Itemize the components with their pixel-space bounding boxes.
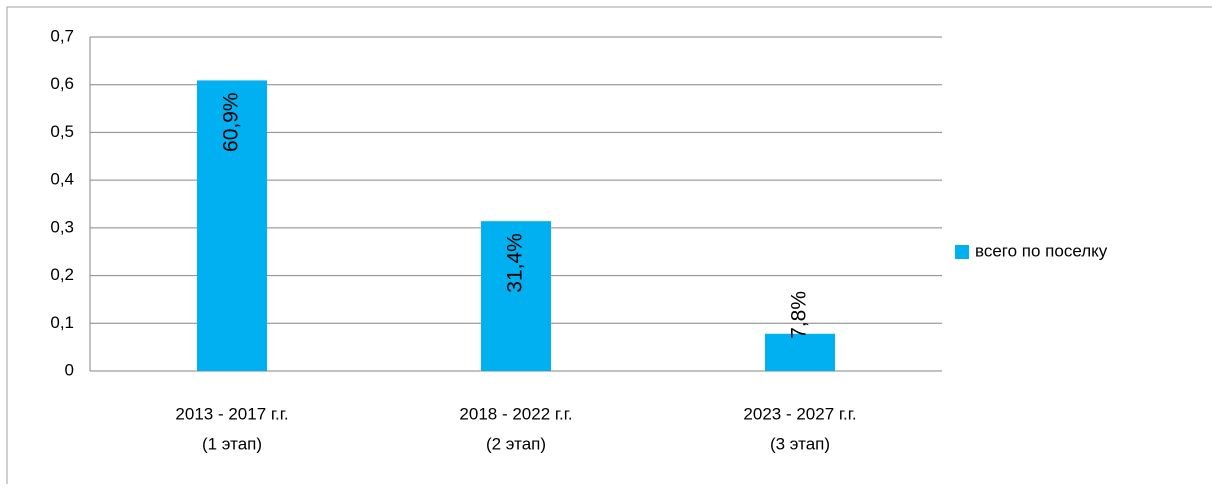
y-tick-label: 0,2 — [50, 265, 74, 284]
x-tick-label: 2018 - 2022 г.г. — [459, 404, 572, 423]
x-tick-label: 2013 - 2017 г.г. — [175, 404, 288, 423]
legend-label: всего по поселку — [975, 241, 1108, 260]
x-tick-label: (1 этап) — [202, 434, 262, 453]
x-tick-label: 2023 - 2027 г.г. — [743, 404, 856, 423]
data-label: 31,4% — [504, 233, 527, 293]
y-tick-label: 0,3 — [50, 217, 74, 236]
data-label: 60,9% — [220, 92, 243, 152]
data-label: 7,8% — [788, 291, 811, 339]
y-tick-label: 0,5 — [50, 122, 74, 141]
bar — [765, 333, 835, 371]
x-tick-label: (3 этап) — [770, 434, 830, 453]
x-tick-label: (2 этап) — [486, 434, 546, 453]
legend-swatch — [955, 245, 969, 259]
y-tick-label: 0 — [65, 360, 74, 379]
bar — [197, 80, 267, 372]
y-tick-label: 0,1 — [50, 313, 74, 332]
bar — [481, 221, 551, 371]
y-tick-label: 0,7 — [50, 26, 74, 45]
y-tick-label: 0,6 — [50, 74, 74, 93]
y-tick-label: 0,4 — [50, 170, 74, 189]
